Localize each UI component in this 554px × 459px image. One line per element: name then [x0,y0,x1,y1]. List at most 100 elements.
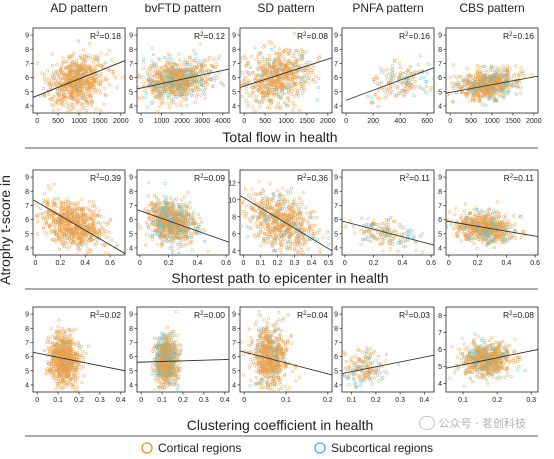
cortical-point [108,231,112,235]
cortical-point [179,75,183,79]
subcortical-point [293,246,297,250]
cortical-point [185,205,189,210]
cortical-point [478,70,482,74]
subcortical-point [151,208,155,212]
cortical-point [60,92,64,96]
cortical-point [77,225,81,229]
cortical-point [73,82,77,86]
cortical-point [297,207,301,211]
cortical-point [173,70,177,74]
cortical-point [166,52,171,56]
x-tick-label: 0.3 [290,260,300,267]
x-tick-label: 0.4 [80,260,90,267]
cortical-point [53,208,57,212]
cortical-point [296,28,300,29]
cortical-point [491,77,495,81]
cortical-point [450,81,454,85]
cortical-point [183,234,187,238]
subcortical-point [156,222,160,226]
cortical-point [314,74,318,78]
cortical-point [475,91,479,96]
cortical-point [392,83,396,87]
cortical-point [89,93,93,97]
cortical-point [281,54,285,58]
cortical-point [236,68,239,71]
cortical-point [85,251,89,255]
cortical-point [198,59,202,63]
cortical-point [480,84,484,88]
subcortical-point [198,88,202,92]
cortical-point [192,48,196,52]
cortical-point [376,96,380,100]
subcortical-point [406,81,410,85]
subcortical-point [484,103,488,107]
cortical-point [81,48,86,52]
y-tick-label: 9 [438,33,442,40]
subcortical-point [163,200,167,204]
cortical-point [99,81,103,85]
cortical-point [481,102,485,106]
cortical-point [265,81,269,85]
cortical-point [186,215,191,219]
cortical-point [154,64,158,69]
cortical-point [383,90,387,94]
cortical-point [478,98,482,102]
cortical-point [71,236,75,240]
cortical-point [76,217,80,221]
point-group [446,63,538,107]
cortical-point [497,84,502,88]
cortical-point [52,77,57,81]
cortical-point [150,63,154,67]
cortical-point [258,105,262,109]
cortical-point [265,232,269,236]
cortical-point [56,99,60,103]
cortical-point [176,246,180,250]
cortical-point [183,79,187,83]
cortical-point [501,74,505,78]
cortical-point [300,248,304,252]
cortical-point [171,93,175,97]
x-tick-label: 1000 [484,118,500,125]
cortical-point [94,87,98,91]
cortical-point [404,78,408,82]
cortical-point [175,76,179,80]
cortical-point [169,225,173,229]
cortical-point [275,93,279,97]
cortical-point [309,227,313,232]
cortical-point [288,48,292,52]
cortical-point [273,61,277,65]
cortical-point [461,91,465,95]
cortical-point [59,65,64,69]
subcortical-point [373,80,377,84]
cortical-point [272,193,276,197]
cortical-point [374,93,378,97]
cortical-point [284,83,288,87]
cortical-point [517,74,521,78]
cortical-point [303,88,307,92]
cortical-point [458,83,462,87]
cortical-point [231,205,234,208]
cortical-point [396,86,400,90]
cortical-point [171,236,175,240]
cortical-point [168,229,172,233]
cortical-point [168,70,172,74]
cortical-point [243,78,247,82]
y-tick-label: 7 [129,61,133,68]
cortical-point [496,66,500,70]
cortical-point [468,84,472,88]
cortical-point [161,232,165,237]
cortical-point [52,217,56,221]
cortical-point [73,218,77,222]
cortical-point [172,90,176,94]
subcortical-point [169,196,173,200]
cortical-point [22,225,25,228]
cortical-point [47,93,51,97]
cortical-point [472,73,476,77]
y-tick-label: 6 [129,75,133,82]
subcortical-point [152,220,156,224]
cortical-point [365,94,369,98]
cortical-point [162,89,166,94]
cortical-point [261,99,265,103]
cortical-point [289,92,294,96]
